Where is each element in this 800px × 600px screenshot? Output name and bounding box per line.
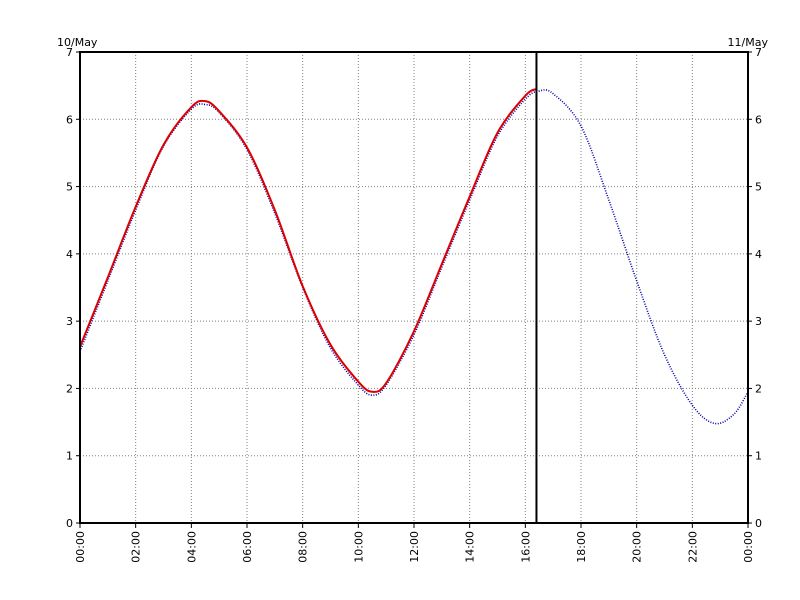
series-line-observed bbox=[79, 88, 537, 393]
y-tick-label-right: 6 bbox=[755, 113, 762, 126]
y-tick-label-left: 2 bbox=[66, 382, 73, 395]
x-tick-label: 06:00 bbox=[241, 531, 254, 563]
y-tick-label-left: 1 bbox=[66, 450, 73, 463]
x-tick-label: 10:00 bbox=[352, 531, 365, 563]
x-tick-label: 18:00 bbox=[575, 531, 588, 563]
date-label-left: 10/May bbox=[57, 36, 98, 49]
x-tick-label: 02:00 bbox=[130, 531, 143, 563]
y-tick-label-left: 0 bbox=[66, 517, 73, 530]
x-tick-label: 16:00 bbox=[519, 531, 532, 563]
series-layer bbox=[79, 52, 749, 523]
date-label-right: 11/May bbox=[728, 36, 769, 49]
x-tick-label: 22:00 bbox=[686, 531, 699, 563]
y-tick-label-left: 4 bbox=[66, 248, 73, 261]
x-tick-label: 12:00 bbox=[408, 531, 421, 563]
y-tick-label-left: 6 bbox=[66, 113, 73, 126]
y-tick-label-right: 2 bbox=[755, 382, 762, 395]
y-tick-label-right: 5 bbox=[755, 181, 762, 194]
y-tick-label-right: 1 bbox=[755, 450, 762, 463]
x-tick-label: 08:00 bbox=[297, 531, 310, 563]
y-tick-label-right: 3 bbox=[755, 315, 762, 328]
plot-frame bbox=[76, 51, 752, 528]
x-tick-label: 14:00 bbox=[464, 531, 477, 563]
x-tick-label: 20:00 bbox=[631, 531, 644, 563]
y-tick-label-right: 7 bbox=[755, 46, 762, 59]
y-tick-label-left: 5 bbox=[66, 181, 73, 194]
y-tick-label-left: 3 bbox=[66, 315, 73, 328]
grid-lines bbox=[80, 52, 748, 523]
tick-labels: 00:00 02:00 04:00 06:00 08:00 10:00 12:00 14:00… bbox=[66, 46, 762, 563]
x-tick-label: 04:00 bbox=[185, 531, 198, 563]
x-tick-label: 00:00 bbox=[74, 531, 87, 563]
y-tick-label-right: 0 bbox=[755, 517, 762, 530]
x-tick-label: 00:00 bbox=[742, 531, 755, 563]
y-tick-label-left: 7 bbox=[66, 46, 73, 59]
y-tick-label-right: 4 bbox=[755, 248, 762, 261]
